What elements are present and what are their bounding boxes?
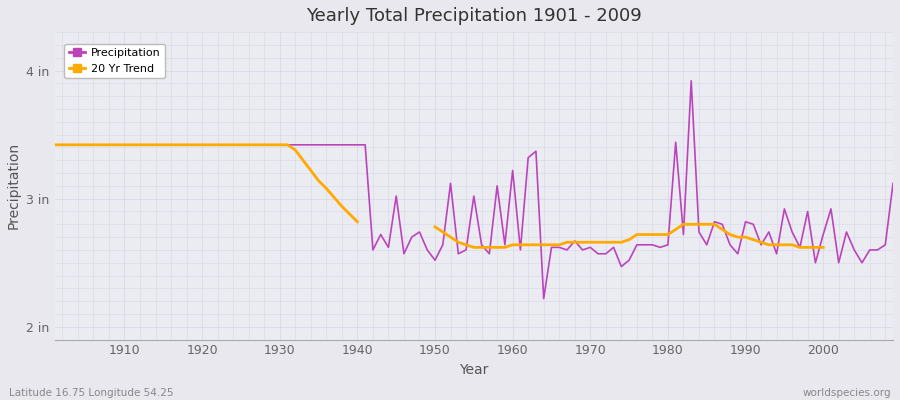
Legend: Precipitation, 20 Yr Trend: Precipitation, 20 Yr Trend — [65, 44, 166, 78]
Y-axis label: Precipitation: Precipitation — [7, 142, 21, 230]
Title: Yearly Total Precipitation 1901 - 2009: Yearly Total Precipitation 1901 - 2009 — [306, 7, 642, 25]
X-axis label: Year: Year — [459, 363, 489, 377]
Text: worldspecies.org: worldspecies.org — [803, 388, 891, 398]
Text: Latitude 16.75 Longitude 54.25: Latitude 16.75 Longitude 54.25 — [9, 388, 174, 398]
